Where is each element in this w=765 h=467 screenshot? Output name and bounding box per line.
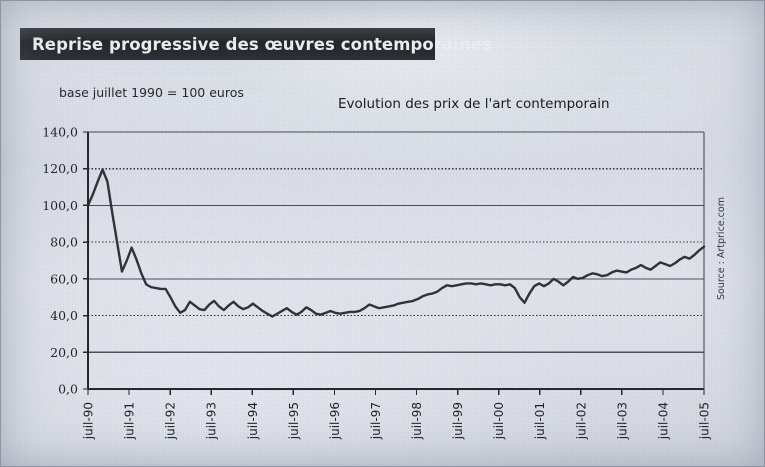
svg-text:juil-98: juil-98 [410, 402, 424, 440]
svg-text:juil-90: juil-90 [82, 402, 96, 440]
gridlines [88, 131, 704, 353]
x-axis-ticks [87, 389, 705, 395]
svg-text:juil-02: juil-02 [574, 402, 588, 440]
y-axis-ticks [83, 131, 88, 390]
svg-text:juil-94: juil-94 [246, 402, 260, 440]
svg-text:juil-00: juil-00 [492, 402, 506, 440]
svg-text:juil-96: juil-96 [328, 402, 342, 440]
price-index-series [86, 168, 706, 318]
article-title: Reprise progressive des œuvres contempor… [32, 34, 493, 54]
svg-text:juil-04: juil-04 [656, 402, 670, 440]
svg-text:juil-97: juil-97 [369, 402, 383, 440]
svg-text:juil-01: juil-01 [533, 402, 547, 440]
svg-text:60,0: 60,0 [50, 271, 78, 286]
svg-text:140,0: 140,0 [42, 125, 78, 140]
svg-text:juil-92: juil-92 [164, 402, 178, 440]
svg-text:juil-05: juil-05 [698, 402, 712, 440]
svg-text:120,0: 120,0 [42, 161, 78, 176]
svg-text:100,0: 100,0 [42, 198, 78, 213]
svg-text:40,0: 40,0 [50, 308, 78, 323]
plot-area-border [87, 131, 705, 390]
svg-text:juil-93: juil-93 [205, 402, 219, 440]
svg-text:juil-95: juil-95 [287, 402, 301, 440]
chart-title: Evolution des prix de l'art contemporain [338, 96, 610, 112]
x-axis-labels: juil-90 juil-91 juil-92 juil-93 juil-94 juil-… [82, 402, 712, 440]
svg-text:juil-91: juil-91 [123, 402, 137, 440]
svg-text:0,0: 0,0 [58, 382, 78, 397]
y-axis-labels: 0,0 20,0 40,0 60,0 80,0 100,0 120,0 140,0 [42, 125, 78, 397]
article-title-banner: Reprise progressive des œuvres contempor… [20, 28, 492, 60]
svg-text:juil-03: juil-03 [615, 402, 629, 440]
svg-text:juil-99: juil-99 [451, 402, 465, 440]
svg-text:80,0: 80,0 [50, 235, 78, 250]
chart-subtitle: base juillet 1990 = 100 euros [59, 85, 244, 100]
svg-text:20,0: 20,0 [50, 345, 78, 360]
